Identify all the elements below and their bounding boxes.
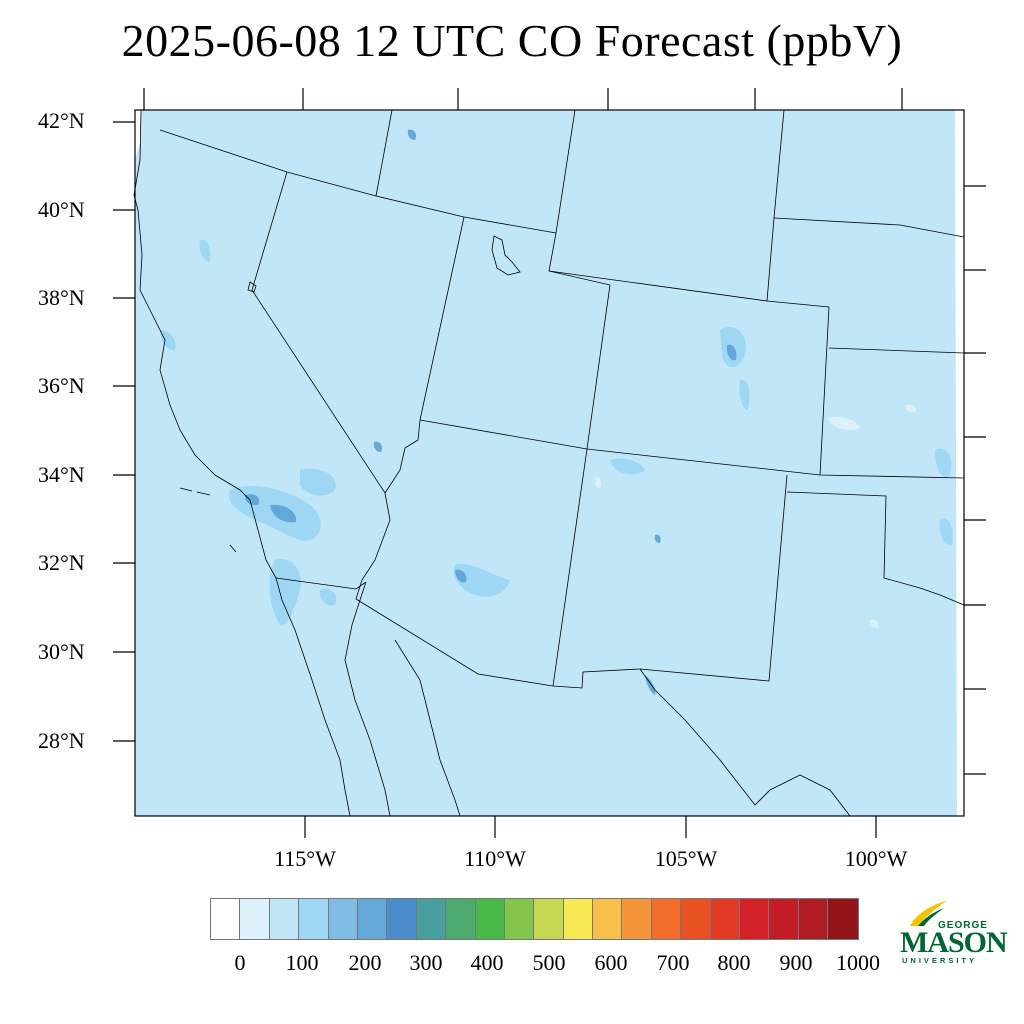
lat-label-40n: 40°N [38,197,85,222]
colorbar-box-11 [534,899,564,939]
colorbar-box-2 [269,899,300,939]
lon-label-105w: 105°W [654,846,718,871]
colorbar-box-7 [416,899,447,939]
colorbar-box-12 [563,899,594,939]
lon-label-110w: 110°W [464,846,526,871]
colorbar-box-14 [622,899,652,939]
colorbar-box-0 [211,899,241,939]
lat-label-42n: 42°N [38,108,85,133]
logo-george: GEORGE [938,920,988,931]
colorbar-box-3 [299,899,329,939]
colorbar-box-1 [240,899,270,939]
logo-university: UNIVERSITY [902,956,978,965]
logo-mason: MASON [900,926,1008,959]
map-title: 2025-06-08 12 UTC CO Forecast (ppbV) [121,15,903,66]
colorbar-label-200: 200 [348,950,382,975]
lat-label-30n: 30°N [38,639,85,664]
map-field [135,110,964,816]
flame-icon [910,900,948,926]
colorbar-box-20 [798,899,829,939]
colorbar-box-19 [769,899,799,939]
lat-label-38n: 38°N [38,285,85,310]
lat-ticks [113,88,986,838]
colorbar-label-800: 800 [717,950,751,975]
colorbar-box-15 [651,899,682,939]
colorbar-label-600: 600 [594,950,628,975]
lat-label-32n: 32°N [38,550,85,575]
political-boundaries [133,109,965,817]
colorbar-label-100: 100 [285,950,319,975]
colorbar-box-21 [828,899,858,939]
lat-label-36n: 36°N [38,373,85,398]
colorbar-label-300: 300 [409,950,443,975]
colorbar-box-16 [681,899,711,939]
colorbar-label-700: 700 [656,950,690,975]
colorbar-label-0: 0 [234,950,246,975]
co-low-patches [594,404,917,628]
co-concentration-patches [160,239,953,626]
lon-label-115w: 115°W [274,846,336,871]
colorbar-label-900: 900 [779,950,813,975]
colorbar-box-9 [475,899,505,939]
colorbar-box-13 [593,899,623,939]
co-high-patches [244,129,737,695]
colorbar-box-10 [504,899,535,939]
colorbar [210,898,859,940]
map-frame [134,109,965,817]
colorbar-box-8 [446,899,476,939]
lat-label-34n: 34°N [38,462,85,487]
colorbar-box-4 [328,899,358,939]
colorbar-box-5 [357,899,388,939]
colorbar-box-18 [740,899,770,939]
colorbar-box-17 [710,899,741,939]
lon-label-100w: 100°W [844,846,908,871]
colorbar-box-6 [387,899,417,939]
colorbar-label-400: 400 [470,950,504,975]
george-mason-logo: GEORGE MASON UNIVERSITY [900,898,1008,968]
colorbar-label-1000: 1000 [836,950,880,975]
colorbar-label-500: 500 [532,950,566,975]
lat-label-28n: 28°N [38,728,85,753]
